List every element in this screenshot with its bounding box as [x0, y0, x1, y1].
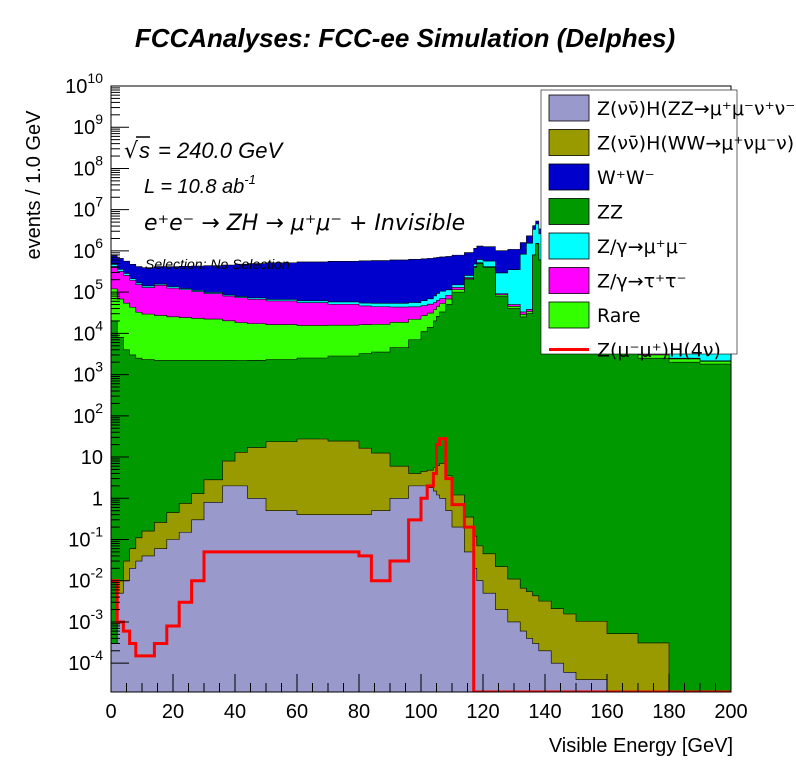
- x-tick-label: 160: [590, 701, 623, 723]
- legend-swatch: [548, 232, 590, 260]
- lumi-exp: -1: [244, 172, 256, 187]
- x-tick-label: 100: [404, 701, 437, 723]
- y-tick-label: 10-1: [68, 524, 103, 552]
- y-tick-label: 106: [73, 235, 103, 263]
- sqrt-symbol: √: [124, 139, 139, 164]
- legend: Z(νν̄)H(ZZ→μ⁺μ⁻ν⁺ν⁻) Z(νν̄)H(WW→μ⁺νμ⁻ν) W⁺…: [548, 94, 796, 362]
- legend-swatch: [548, 129, 590, 156]
- y-tick-label: 105: [73, 276, 103, 304]
- legend-label: Z/γ→τ⁺τ⁻: [597, 271, 687, 293]
- luminosity-text: L = 10.8 ab-1: [144, 172, 256, 198]
- y-tick-label: 10: [81, 447, 103, 469]
- stacked-areas: [111, 220, 731, 692]
- legend-swatch: [548, 94, 590, 122]
- series-area-0: [111, 485, 731, 692]
- legend-swatch: [548, 301, 590, 329]
- process-text: e⁺e⁻ → ZH → μ⁺μ⁻ + Invisible: [144, 211, 465, 236]
- legend-label: Z(νν̄)H(WW→μ⁺νμ⁻ν): [597, 133, 794, 155]
- y-tick-label: 107: [73, 194, 103, 222]
- y-tick-label: 108: [73, 152, 103, 180]
- y-tick-label: 1010: [65, 70, 103, 98]
- y-tick-label: 10-2: [68, 565, 103, 593]
- x-tick-label: 0: [105, 701, 116, 723]
- y-tick-label: 103: [73, 359, 103, 387]
- legend-swatch: [548, 267, 590, 294]
- axis-ticks: 0 20 40 60 80 100 120 140 160 180 200 10-4 10-3 10-2 1…: [65, 70, 748, 723]
- x-tick-label: 200: [714, 701, 747, 723]
- x-tick-label: 180: [652, 701, 685, 723]
- signal-line: [111, 437, 731, 692]
- y-tick-label: 102: [73, 400, 103, 428]
- x-tick-label: 20: [162, 701, 184, 723]
- selection-text: Selection: No Selection: [145, 256, 290, 272]
- annotations: √ s = 240.0 GeV L = 10.8 ab-1 e⁺e⁻ → ZH …: [124, 136, 465, 272]
- y-tick-label: 109: [73, 111, 103, 139]
- x-tick-label: 140: [528, 701, 561, 723]
- legend-swatch: [548, 198, 590, 225]
- x-axis-label: Visible Energy [GeV]: [549, 735, 733, 757]
- legend-label: W⁺W⁻: [597, 167, 655, 189]
- legend-label: Z(νν̄)H(ZZ→μ⁺μ⁻ν⁺ν⁻): [597, 98, 796, 120]
- legend-label: Z(μ⁻μ⁺)H(4ν): [597, 340, 721, 362]
- chart-title: FCCAnalyses: FCC-ee Simulation (Delphes): [135, 23, 675, 53]
- y-tick-label: 10-4: [68, 647, 103, 675]
- lumi-main: L = 10.8 ab: [144, 176, 244, 198]
- x-tick-label: 40: [224, 701, 246, 723]
- y-tick-label: 10-3: [68, 606, 103, 634]
- y-tick-label: 104: [73, 317, 103, 345]
- legend-swatch: [548, 163, 590, 191]
- sqrt-s-letter: s: [139, 138, 150, 163]
- legend-label: ZZ: [597, 202, 623, 224]
- x-tick-label: 120: [466, 701, 499, 723]
- x-tick-label: 80: [348, 701, 370, 723]
- signal-line-group: [111, 437, 731, 692]
- legend-label: Z/γ→μ⁺μ⁻: [597, 236, 688, 258]
- y-axis-label: events / 1.0 GeV: [23, 110, 45, 260]
- y-tick-label: 1: [92, 488, 103, 510]
- sqrts-value: = 240.0 GeV: [158, 138, 284, 163]
- legend-label: Rare: [597, 305, 641, 327]
- x-tick-label: 60: [286, 701, 308, 723]
